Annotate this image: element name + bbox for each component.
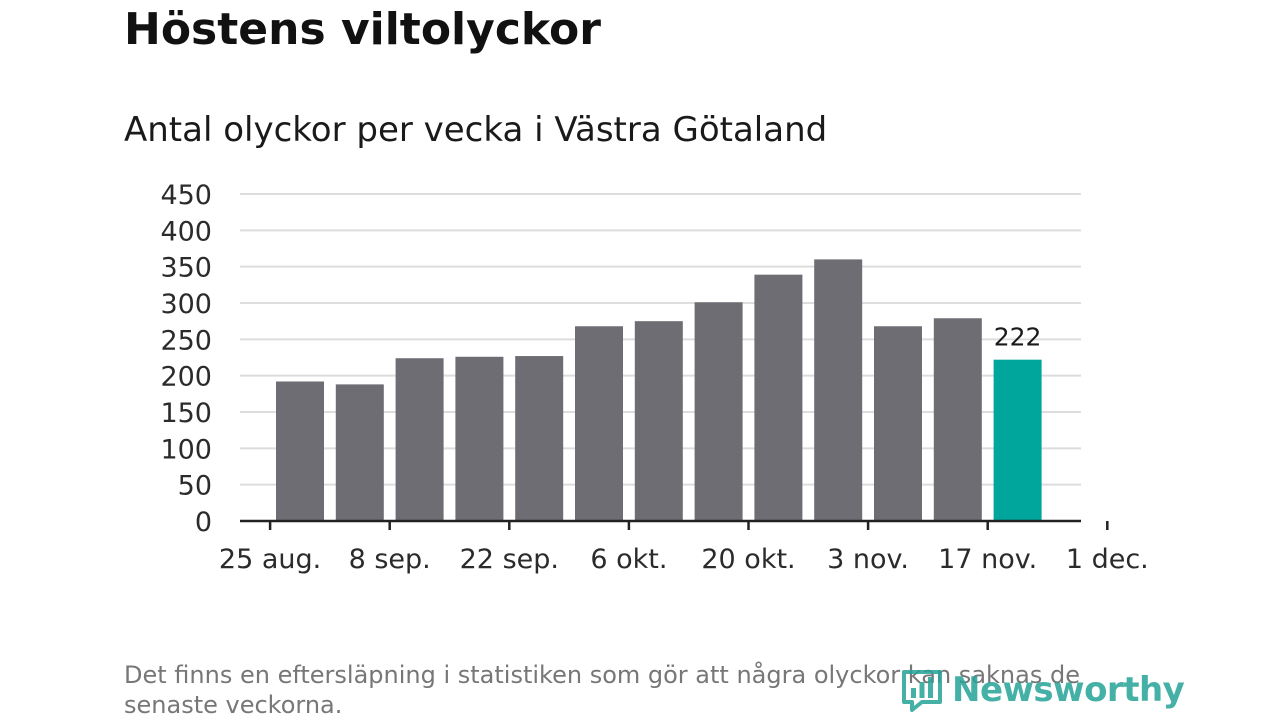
y-tick-label: 350 (160, 253, 212, 284)
bar (933, 318, 982, 521)
x-tick-label: 8 sep. (349, 544, 431, 575)
y-tick-label: 100 (160, 434, 212, 465)
bar (694, 302, 743, 521)
bar (575, 326, 623, 521)
y-tick-label: 250 (160, 325, 212, 356)
bar (814, 259, 863, 521)
x-tick-label: 25 aug. (219, 544, 321, 575)
y-tick-label: 300 (160, 289, 212, 320)
bar (754, 274, 803, 521)
x-tick-label: 6 okt. (590, 544, 667, 575)
chart-subtitle: Antal olyckor per vecka i Västra Götalan… (124, 110, 828, 150)
y-tick-label: 200 (160, 362, 212, 393)
x-tick-label: 20 okt. (701, 544, 795, 575)
bar (515, 356, 564, 521)
x-tick-label: 1 dec. (1066, 544, 1149, 575)
bar-chart: 0 50 100 150 200 250 300 350 400 450 222 25 aug. 8 s… (160, 180, 1149, 575)
newsworthy-logo-text: Newsworthy (952, 670, 1185, 710)
bar (874, 326, 922, 521)
bar (455, 356, 504, 521)
data-label: 222 (994, 323, 1042, 352)
x-tick-label: 22 sep. (460, 544, 559, 575)
y-tick-label: 400 (160, 216, 212, 247)
bar (335, 384, 384, 521)
y-tick-label: 0 (195, 507, 212, 538)
y-tick-label: 150 (160, 398, 212, 429)
y-tick-label: 450 (160, 180, 212, 211)
y-tick-label: 50 (178, 471, 212, 502)
bar (395, 358, 444, 521)
bar (276, 381, 324, 521)
newsworthy-bar-chart-icon (902, 670, 942, 712)
x-tick-label: 17 nov. (938, 544, 1037, 575)
chart-title: Höstens viltolyckor (124, 4, 601, 55)
x-tick-label: 3 nov. (827, 544, 909, 575)
bar (993, 359, 1042, 521)
bar (634, 321, 683, 521)
newsworthy-logo: Newsworthy (900, 668, 1185, 712)
